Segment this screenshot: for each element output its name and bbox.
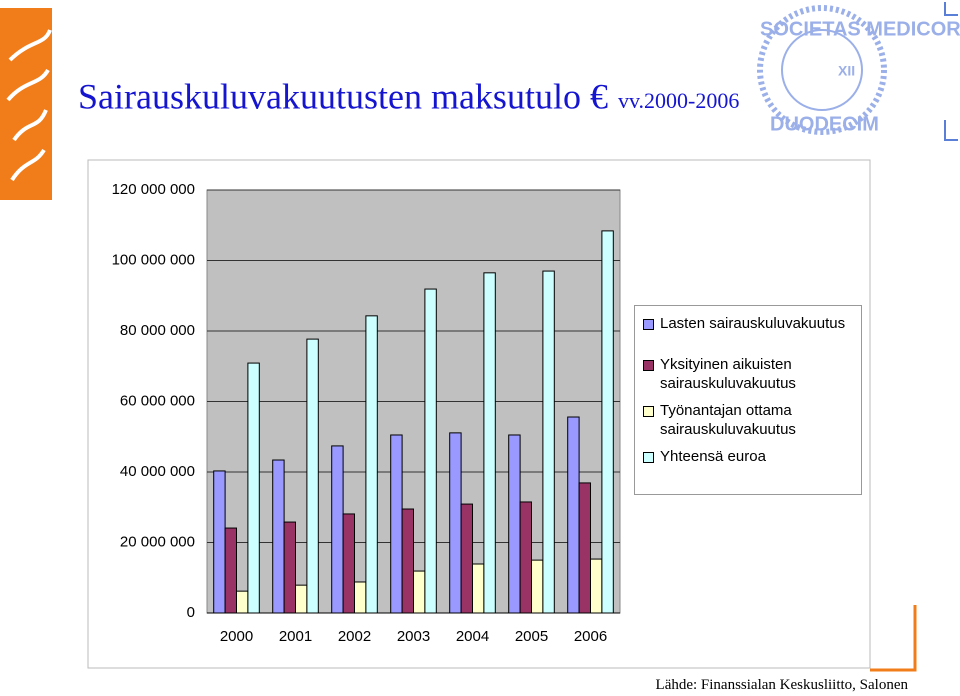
legend-swatch — [643, 406, 654, 417]
bar — [578, 482, 591, 614]
bar — [472, 563, 485, 614]
logo-text: SOCIETAS MEDICORUM — [760, 18, 960, 40]
bar — [567, 416, 580, 614]
bar — [531, 559, 544, 614]
bar — [354, 581, 367, 614]
bar — [224, 527, 238, 614]
bar — [283, 521, 297, 614]
bar — [460, 503, 474, 614]
y-tick-label: 60 000 000 — [120, 392, 195, 409]
bar — [401, 508, 415, 614]
chart-subtitle: vv.2000-2006 — [618, 88, 739, 113]
bar — [413, 570, 426, 614]
bar — [213, 470, 226, 614]
bar — [342, 513, 356, 614]
legend-swatch — [643, 452, 654, 463]
bar — [331, 445, 344, 614]
decoration — [944, 2, 958, 141]
bar — [247, 362, 260, 614]
legend-item: Työnantajan ottama sairauskuluvakuutus — [641, 401, 855, 439]
x-tick-label: 2002 — [338, 628, 371, 645]
bar — [601, 230, 614, 614]
legend-label: Yksityinen aikuisten sairauskuluvakuutus — [660, 356, 796, 392]
y-tick-label: 0 — [187, 604, 195, 621]
bar — [483, 272, 496, 614]
x-tick-label: 2000 — [220, 628, 253, 645]
x-tick-label: 2004 — [456, 628, 489, 645]
decoration — [6, 29, 52, 182]
x-tick-label: 2005 — [515, 628, 548, 645]
bar — [424, 288, 437, 614]
y-tick-label: 40 000 000 — [120, 463, 195, 480]
bar — [590, 558, 603, 614]
bar — [295, 584, 308, 614]
y-tick-label: 80 000 000 — [120, 322, 195, 339]
bar — [236, 590, 249, 614]
legend-label: Yhteensä euroa — [660, 448, 766, 465]
x-tick-label: 2001 — [279, 628, 312, 645]
legend-label: Lasten sairauskuluvakuutus — [660, 315, 846, 332]
logo-text: XII — [838, 63, 855, 79]
legend: Lasten sairauskuluvakuutus Yksityinen aik… — [634, 305, 862, 495]
chart-frame — [87, 159, 871, 669]
x-tick-label: 2003 — [397, 628, 430, 645]
legend-swatch — [643, 319, 654, 330]
x-tick-label: 2006 — [574, 628, 607, 645]
legend-swatch — [643, 360, 654, 371]
bar — [365, 315, 378, 614]
legend-item: Yksityinen aikuisten sairauskuluvakuutus — [641, 355, 855, 393]
bar — [542, 270, 555, 614]
bar — [449, 432, 462, 614]
bar — [390, 434, 403, 614]
legend-item: Yhteensä euroa — [641, 447, 855, 466]
y-tick-label: 20 000 000 — [120, 533, 195, 550]
legend-item: Lasten sairauskuluvakuutus — [641, 314, 855, 333]
chart-title: Sairauskuluvakuutusten maksutulo € — [78, 76, 608, 116]
decoration — [870, 605, 917, 672]
bar — [272, 459, 285, 614]
bar — [306, 338, 319, 614]
bar — [508, 434, 521, 614]
y-tick-label: 120 000 000 — [112, 181, 195, 198]
legend-label: Työnantajan ottama sairauskuluvakuutus — [660, 402, 796, 438]
logo: SOCIETAS MEDICORUM XII DUODECIM — [757, 5, 960, 135]
source: Lähde: Finanssialan Keskusliitto, Salone… — [655, 677, 908, 693]
bar — [519, 501, 532, 614]
logo-text: DUODECIM — [770, 113, 879, 135]
y-tick-label: 100 000 000 — [112, 251, 195, 268]
